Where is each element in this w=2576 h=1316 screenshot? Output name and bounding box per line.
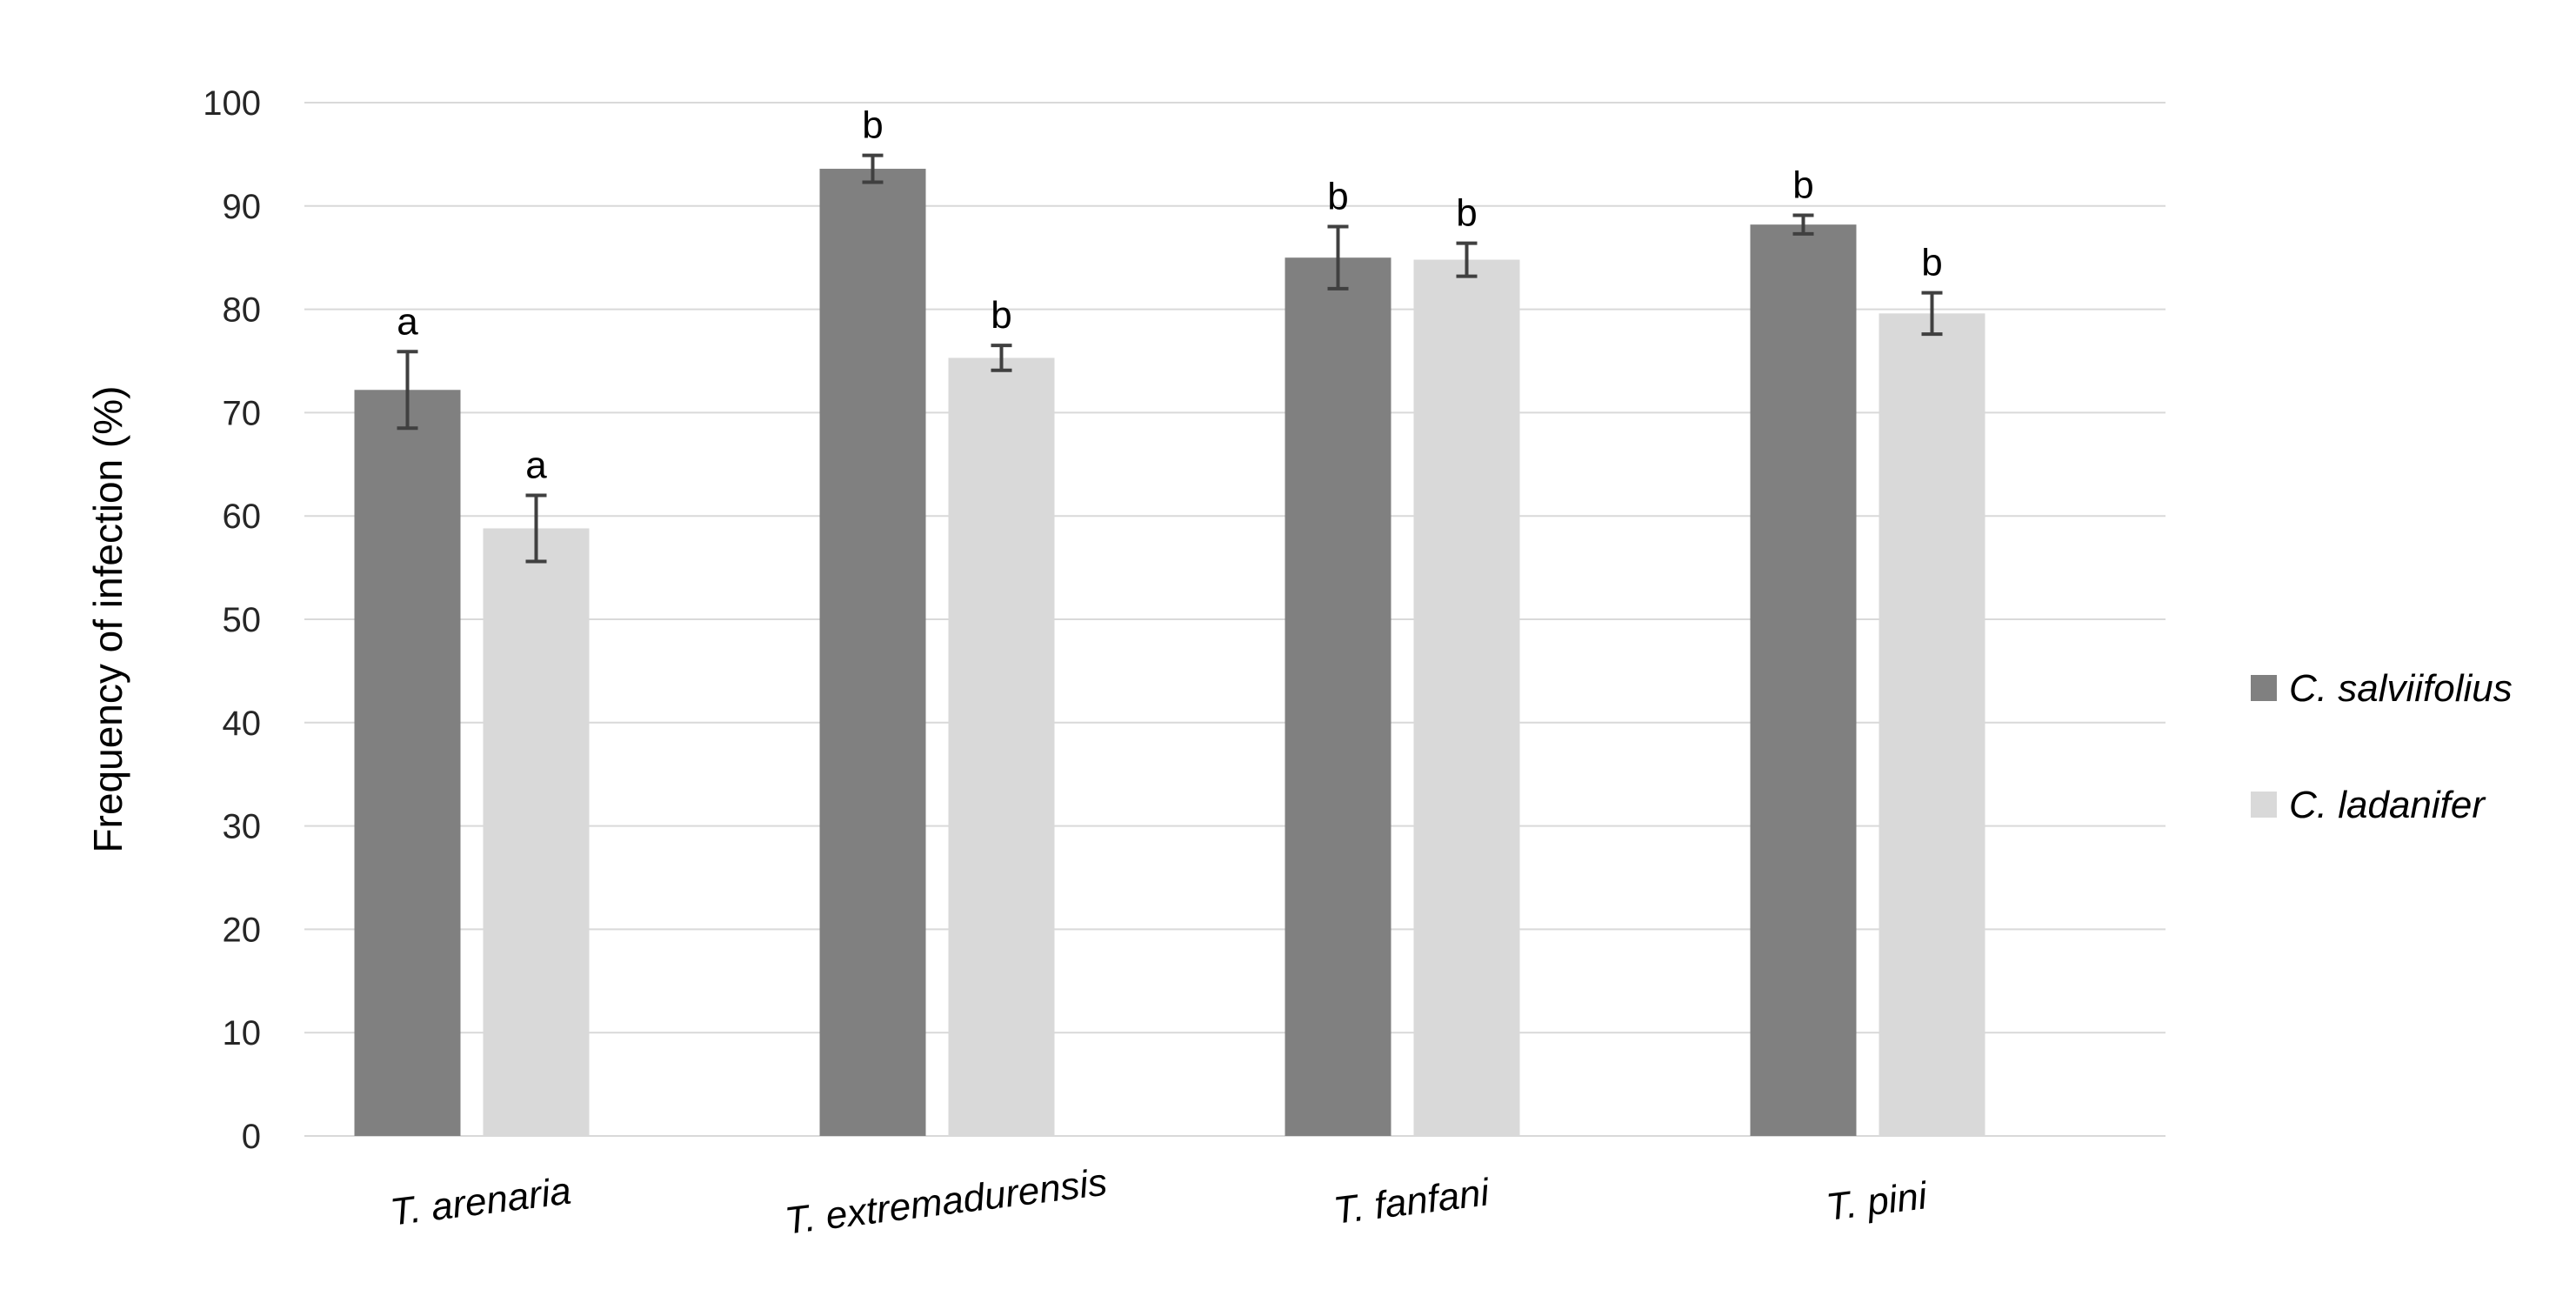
significance-label: a [397, 300, 418, 343]
error-bar [1456, 241, 1478, 278]
significance-label: b [1327, 176, 1348, 218]
significance-label: b [1792, 164, 1813, 206]
bar-ladanifer [1413, 259, 1520, 1136]
error-bar [862, 153, 884, 184]
y-tick-label: 50 [223, 601, 262, 639]
significance-label: b [991, 294, 1011, 337]
bar-salviifolius [819, 169, 926, 1137]
legend-label: C. ladanifer [2289, 784, 2486, 826]
bar-salviifolius [354, 390, 461, 1136]
y-tick-label: 80 [223, 291, 262, 330]
error-bar [397, 350, 418, 431]
y-axis-ticks: 0 10 20 30 40 50 60 70 80 90 100 [203, 84, 261, 1156]
x-axis-ticks: T. arenaria T. extremadurensis T. fanfani T… [388, 1161, 1930, 1243]
bar-salviifolius [1285, 257, 1391, 1136]
bar-ladanifer [1879, 313, 1985, 1136]
y-tick-label: 40 [223, 705, 262, 743]
x-tick-label: T. pini [1824, 1174, 1930, 1229]
y-tick-label: 60 [223, 498, 262, 536]
gridlines [304, 102, 2166, 1034]
y-tick-label: 30 [223, 808, 262, 846]
y-tick-label: 10 [223, 1014, 262, 1052]
error-bar [1921, 291, 1943, 337]
y-tick-label: 100 [203, 84, 261, 123]
x-tick-label: T. fanfani [1331, 1171, 1492, 1232]
significance-label: b [1921, 242, 1942, 284]
y-tick-label: 70 [223, 394, 262, 432]
x-tick-label: T. arenaria [388, 1170, 573, 1234]
significance-label: b [862, 104, 883, 147]
legend-swatch [2251, 675, 2277, 701]
bar-ladanifer [948, 357, 1055, 1136]
significance-label: a [525, 444, 547, 486]
bar-salviifolius [1750, 224, 1857, 1137]
legend-label: C. salviifolius [2289, 667, 2513, 710]
error-bar [1327, 224, 1349, 291]
y-tick-label: 0 [242, 1118, 261, 1156]
y-tick-label: 20 [223, 911, 262, 949]
legend: C. salviifolius C. ladanifer [2251, 667, 2513, 826]
significance-labels: a a b b b b b b [397, 104, 1942, 487]
error-bars [397, 153, 1943, 564]
error-bar [525, 493, 547, 564]
error-bar [1792, 213, 1814, 236]
legend-swatch [2251, 792, 2277, 818]
legend-item: C. salviifolius [2251, 667, 2513, 710]
x-tick-label: T. extremadurensis [783, 1161, 1110, 1243]
significance-label: b [1456, 192, 1477, 235]
bar-ladanifer [483, 528, 590, 1136]
bars [354, 169, 1985, 1137]
y-tick-label: 90 [223, 188, 262, 226]
legend-item: C. ladanifer [2251, 784, 2486, 826]
y-axis-label: Frequency of infection (%) [85, 386, 130, 853]
error-bar [991, 344, 1012, 372]
